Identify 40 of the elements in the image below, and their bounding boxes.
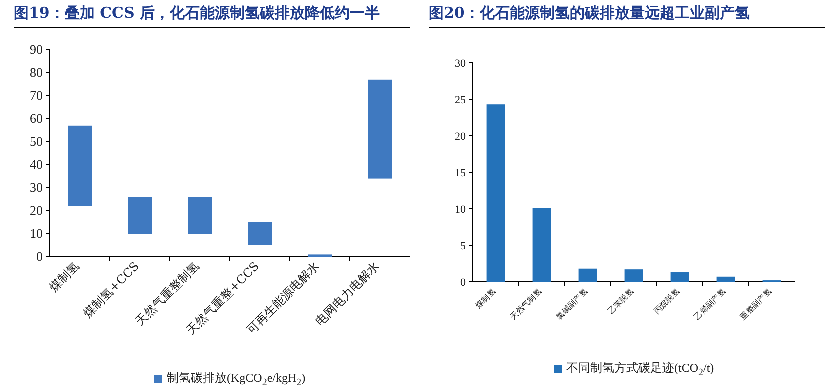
bar xyxy=(532,208,552,282)
bar xyxy=(624,270,644,282)
x-tick-label: 重整副产氢 xyxy=(738,287,774,322)
chart-title: 图20：化石能源制氢的碳排放量远超工业副产氢 xyxy=(429,4,825,28)
x-tick-label: 乙烯副产氢 xyxy=(692,287,728,322)
x-tick-label: 煤制氢 xyxy=(474,287,498,310)
x-tick-label: 乙苯脱氢 xyxy=(606,287,636,316)
x-tick-label: 氯碱副产氢 xyxy=(554,287,590,322)
y-tick-label: 20 xyxy=(30,203,43,218)
x-tick-label: 煤制氢 xyxy=(46,259,82,295)
y-tick-label: 10 xyxy=(30,226,43,241)
y-tick-label: 0 xyxy=(36,249,43,264)
legend-label: 不同制氢方式碳足迹(tCO$_{2}$/t) xyxy=(566,360,714,378)
x-tick-label: 丙烷脱氢 xyxy=(652,287,682,316)
bar xyxy=(368,80,392,179)
y-tick-label: 25 xyxy=(455,94,466,106)
bar xyxy=(670,272,690,282)
chart-title: 图19：叠加 CCS 后，化石能源制氢碳排放降低约一半 xyxy=(14,4,410,28)
y-tick-label: 40 xyxy=(30,157,43,172)
y-tick-label: 15 xyxy=(455,168,466,180)
bar xyxy=(716,276,736,282)
y-tick-label: 0 xyxy=(460,277,466,289)
bar xyxy=(128,197,152,234)
bar xyxy=(188,197,212,234)
y-tick-label: 50 xyxy=(30,134,43,149)
y-tick-label: 30 xyxy=(455,58,466,70)
bar xyxy=(248,222,272,246)
y-tick-label: 70 xyxy=(30,88,43,103)
x-tick-label: 天然气制氢 xyxy=(508,287,544,322)
bar xyxy=(578,268,598,282)
bar xyxy=(68,126,92,206)
y-tick-label: 5 xyxy=(460,240,466,252)
legend-label: 制氢碳排放(KgCO$_{2}$e/kgH$_{2}$) xyxy=(166,370,306,388)
y-tick-label: 90 xyxy=(30,42,43,57)
y-tick-label: 10 xyxy=(455,204,466,216)
y-tick-label: 20 xyxy=(455,131,466,143)
y-tick-label: 30 xyxy=(30,180,43,195)
y-tick-label: 60 xyxy=(30,111,43,126)
bar xyxy=(486,104,506,282)
y-tick-label: 80 xyxy=(30,65,43,80)
